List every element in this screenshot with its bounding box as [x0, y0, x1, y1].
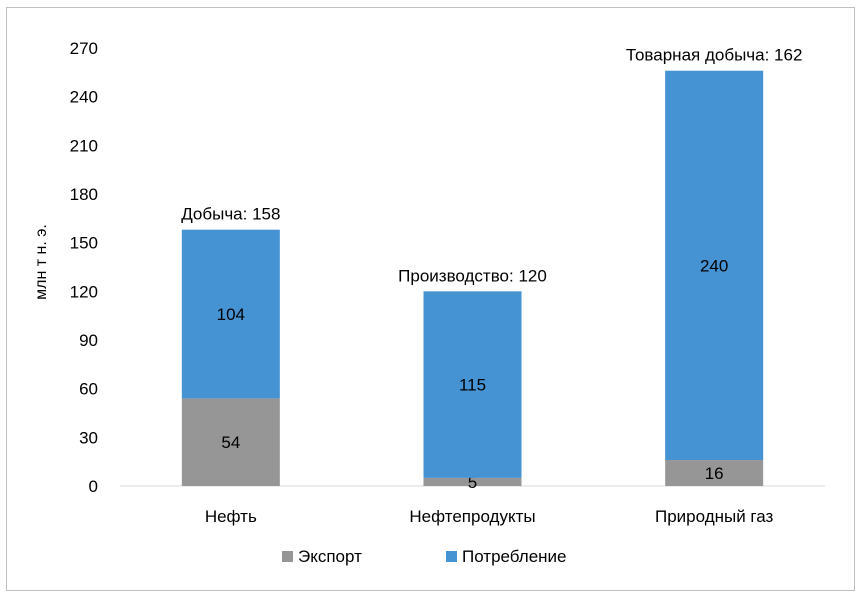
y-tick-label: 270	[70, 39, 98, 58]
x-category-label: Природный газ	[655, 507, 774, 526]
y-tick-label: 150	[70, 234, 98, 253]
bar-segment-consumption	[181, 229, 280, 399]
data-label: 115	[459, 376, 486, 395]
y-tick-label: 30	[79, 428, 98, 447]
bar-segment-consumption	[665, 70, 764, 461]
legend-label: Потребление	[462, 547, 567, 566]
data-label: 5	[468, 473, 477, 492]
bar-segment-consumption	[423, 291, 522, 478]
y-axis-label-group: млн т н. э.	[33, 224, 50, 300]
data-label: 240	[700, 256, 728, 275]
x-category-label: Нефтепродукты	[409, 507, 535, 526]
legend: Экспорт Потребление	[282, 547, 567, 566]
y-tick-label: 120	[70, 282, 98, 301]
bar-annotation: Добыча: 158	[181, 205, 280, 224]
x-category-label: Нефть	[205, 507, 257, 526]
y-tick-label: 210	[70, 136, 98, 155]
bars: 54 104 Добыча: 158 5 115 Производство: 120 16 2…	[181, 46, 802, 492]
data-label: 16	[705, 464, 724, 483]
bar-annotation: Товарная добыча: 162	[626, 46, 802, 65]
y-tick-label: 0	[89, 477, 98, 496]
y-axis-ticks: 0 30 60 90 120 150 180 210 240 270	[70, 39, 98, 496]
bar-segment-export	[665, 460, 764, 486]
bar-annotation: Производство: 120	[398, 266, 547, 285]
legend-swatch	[446, 551, 457, 562]
x-axis-categories: Нефть Нефтепродукты Природный газ	[205, 507, 774, 526]
y-tick-label: 240	[70, 88, 98, 107]
legend-swatch	[282, 551, 293, 562]
bar-segment-export	[423, 477, 522, 486]
y-tick-label: 60	[79, 380, 98, 399]
y-axis-label: млн т н. э.	[33, 224, 50, 300]
data-label: 54	[221, 433, 240, 452]
bar-segment-export	[181, 398, 280, 486]
legend-label: Экспорт	[298, 547, 362, 566]
data-label: 104	[217, 305, 245, 324]
y-tick-label: 180	[70, 185, 98, 204]
y-tick-label: 90	[79, 331, 98, 350]
